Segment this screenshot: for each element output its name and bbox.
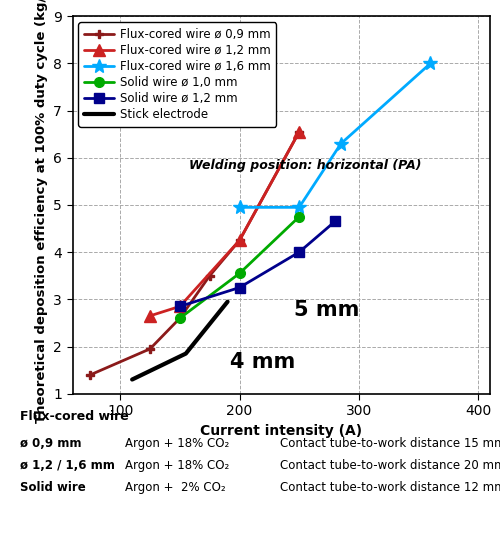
Flux-cored wire ø 1,2 mm <box>236 237 242 244</box>
Stick electrode <box>183 350 189 357</box>
Line: Stick electrode: Stick electrode <box>132 302 228 380</box>
Text: ø 1,2 / 1,6 mm: ø 1,2 / 1,6 mm <box>20 459 115 472</box>
X-axis label: Current intensity (A): Current intensity (A) <box>200 424 362 438</box>
Text: Argon + 18% CO₂: Argon + 18% CO₂ <box>125 437 229 450</box>
Solid wire ø 1,0 mm <box>177 315 183 321</box>
Line: Solid wire ø 1,0 mm: Solid wire ø 1,0 mm <box>175 212 304 323</box>
Text: Argon +  2% CO₂: Argon + 2% CO₂ <box>125 481 226 494</box>
Line: Flux-cored wire ø 0,9 mm: Flux-cored wire ø 0,9 mm <box>86 128 304 379</box>
Line: Flux-cored wire ø 1,6 mm: Flux-cored wire ø 1,6 mm <box>232 56 438 214</box>
Text: Contact tube-to-work distance 15 mm: Contact tube-to-work distance 15 mm <box>280 437 500 450</box>
Y-axis label: Theoretical deposition efficiency at 100% duty cycle (kg/h: Theoretical deposition efficiency at 100… <box>34 0 48 423</box>
Line: Flux-cored wire ø 1,2 mm: Flux-cored wire ø 1,2 mm <box>144 127 304 321</box>
Flux-cored wire ø 0,9 mm <box>296 129 302 135</box>
Solid wire ø 1,0 mm <box>236 270 242 276</box>
Flux-cored wire ø 1,2 mm <box>177 303 183 310</box>
Line: Solid wire ø 1,2 mm: Solid wire ø 1,2 mm <box>175 217 340 311</box>
Text: 5 mm: 5 mm <box>294 300 360 320</box>
Solid wire ø 1,2 mm <box>296 249 302 255</box>
Text: Contact tube-to-work distance 12 mm: Contact tube-to-work distance 12 mm <box>280 481 500 494</box>
Flux-cored wire ø 0,9 mm <box>177 315 183 321</box>
Solid wire ø 1,2 mm <box>236 285 242 291</box>
Stick electrode <box>129 376 135 383</box>
Text: Contact tube-to-work distance 20 mm: Contact tube-to-work distance 20 mm <box>280 459 500 472</box>
Flux-cored wire ø 1,6 mm <box>296 204 302 211</box>
Flux-cored wire ø 0,9 mm <box>88 371 94 378</box>
Text: Flux-cored wire: Flux-cored wire <box>20 410 129 423</box>
Flux-cored wire ø 1,2 mm <box>296 129 302 135</box>
Text: ø 0,9 mm: ø 0,9 mm <box>20 437 82 450</box>
Flux-cored wire ø 0,9 mm <box>236 237 242 244</box>
Solid wire ø 1,0 mm <box>296 213 302 220</box>
Text: 4 mm: 4 mm <box>230 352 295 372</box>
Flux-cored wire ø 0,9 mm <box>206 273 212 279</box>
Text: Argon + 18% CO₂: Argon + 18% CO₂ <box>125 459 229 472</box>
Flux-cored wire ø 1,2 mm <box>147 313 153 319</box>
Text: Welding position: horizontal (PA): Welding position: horizontal (PA) <box>190 159 422 172</box>
Legend: Flux-cored wire ø 0,9 mm, Flux-cored wire ø 1,2 mm, Flux-cored wire ø 1,6 mm, So: Flux-cored wire ø 0,9 mm, Flux-cored wir… <box>78 22 276 127</box>
Flux-cored wire ø 0,9 mm <box>147 345 153 352</box>
Text: Solid wire: Solid wire <box>20 481 86 494</box>
Solid wire ø 1,2 mm <box>332 218 338 225</box>
Solid wire ø 1,2 mm <box>177 303 183 310</box>
Flux-cored wire ø 1,6 mm <box>428 60 434 67</box>
Flux-cored wire ø 1,6 mm <box>338 141 344 147</box>
Flux-cored wire ø 1,6 mm <box>236 204 242 211</box>
Stick electrode <box>224 299 230 305</box>
